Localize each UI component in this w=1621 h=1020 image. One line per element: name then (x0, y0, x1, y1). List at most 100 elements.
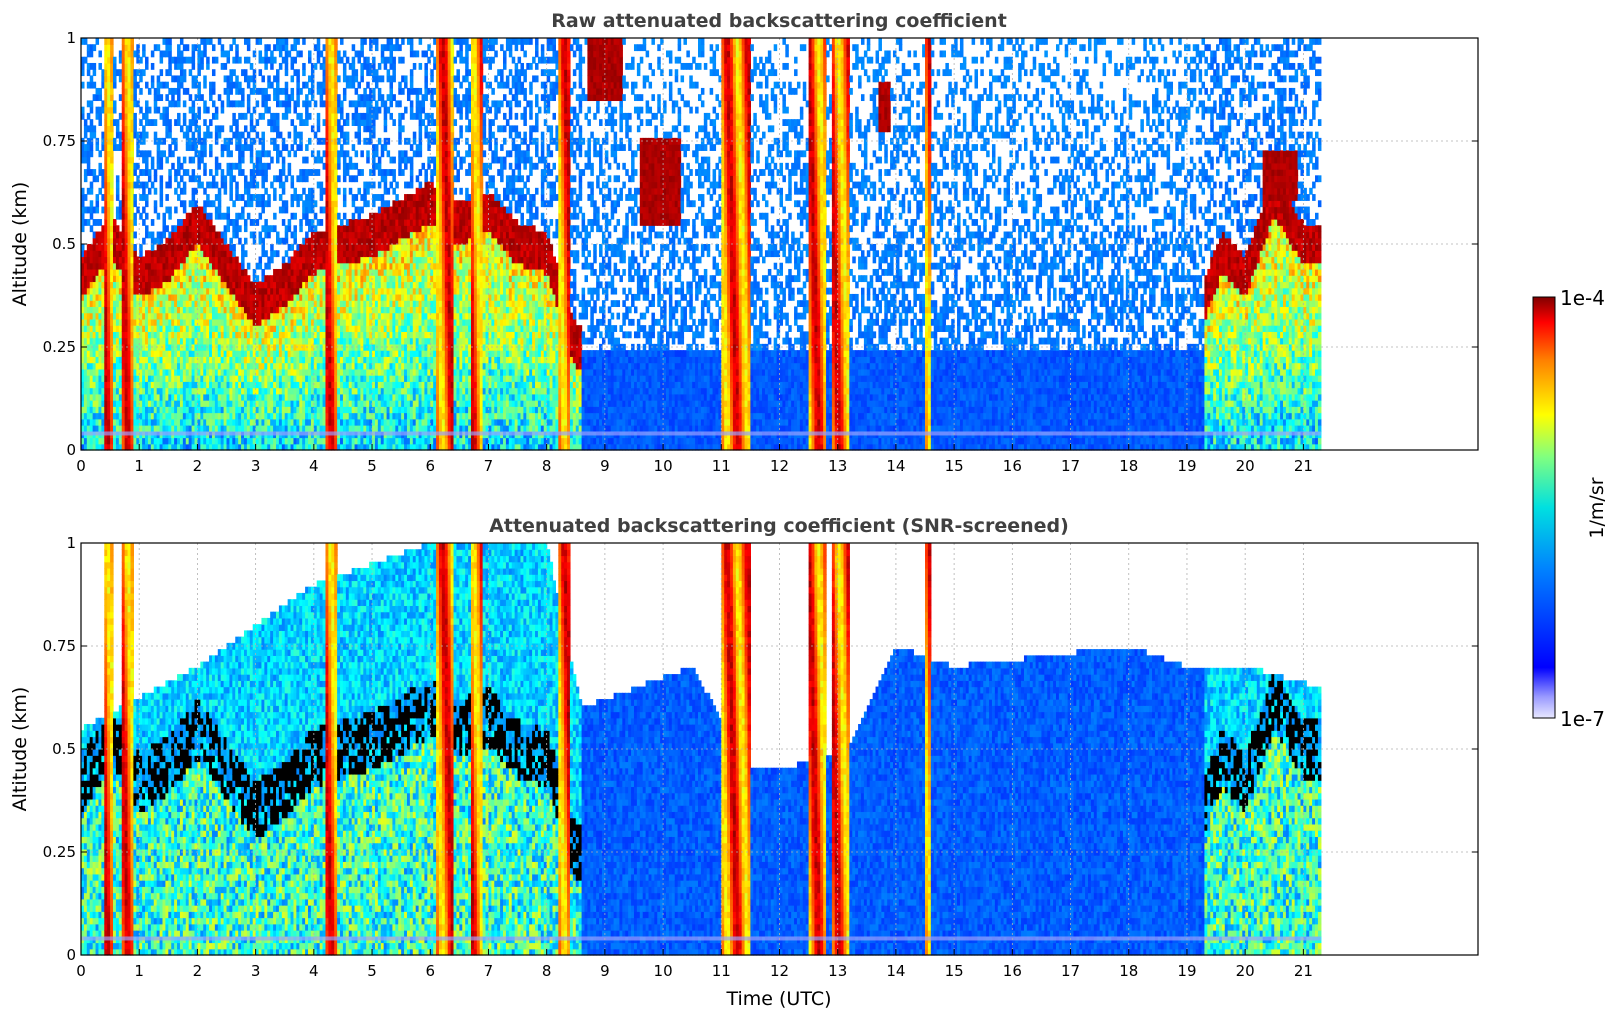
heatmap-cell (133, 244, 137, 251)
heatmap-cell (305, 119, 309, 126)
heatmap-cell (264, 188, 268, 195)
heatmap-cell (224, 63, 228, 70)
heatmap-cell (320, 94, 324, 101)
heatmap-cell (139, 107, 143, 114)
heatmap-cell (110, 44, 114, 51)
heatmap-cell (343, 69, 347, 76)
heatmap-cell (346, 113, 350, 120)
heatmap-cell (116, 225, 120, 232)
heatmap-cell (227, 94, 231, 101)
heatmap-cell (218, 94, 222, 101)
heatmap-cell (212, 69, 216, 76)
heatmap-cell (151, 82, 155, 89)
heatmap-cell (93, 44, 97, 51)
heatmap-cell (197, 107, 201, 114)
heatmap-cell (343, 50, 347, 57)
heatmap-cell (192, 50, 196, 57)
heatmap-cell (221, 169, 225, 176)
heatmap-cell (183, 200, 187, 207)
heatmap-cell (151, 50, 155, 57)
heatmap-cell (314, 213, 318, 220)
heatmap-cell (197, 44, 201, 51)
heatmap-cell (145, 113, 149, 120)
heatmap-cell (160, 188, 164, 195)
heatmap-cell (259, 69, 263, 76)
heatmap-cell (337, 119, 341, 126)
heatmap-cell (264, 175, 268, 182)
heatmap-cell (352, 144, 356, 151)
heatmap-cell (168, 38, 172, 45)
heatmap-cell (130, 107, 134, 114)
heatmap-cell (168, 213, 172, 220)
heatmap-cell (355, 175, 359, 182)
heatmap-cell (232, 69, 236, 76)
heatmap-cell (256, 219, 260, 226)
heatmap-cell (209, 213, 213, 220)
heatmap-cell (253, 107, 257, 114)
heatmap-cell (98, 63, 102, 70)
heatmap-cell (133, 88, 137, 95)
heatmap-cell (317, 169, 321, 176)
heatmap-cell (133, 75, 137, 82)
heatmap-cell (273, 213, 277, 220)
heatmap-cell (334, 207, 338, 214)
heatmap-cell (299, 113, 303, 120)
heatmap-cell (352, 82, 356, 89)
heatmap-cell (203, 169, 207, 176)
heatmap-cell (186, 132, 190, 139)
panel-raw: Raw attenuated backscattering coefficien… (9, 10, 1478, 475)
heatmap-cell (352, 44, 356, 51)
heatmap-cell (160, 238, 164, 245)
heatmap-cell (177, 100, 181, 107)
heatmap-cell (130, 57, 134, 64)
heatmap-cell (267, 75, 271, 82)
heatmap-cell (299, 225, 303, 232)
heatmap-cell (154, 169, 158, 176)
heatmap-cell (151, 163, 155, 170)
heatmap-cell (180, 63, 184, 70)
heatmap-cell (244, 269, 248, 276)
heatmap-cell (90, 144, 94, 151)
heatmap-cell (270, 63, 274, 70)
heatmap-cell (113, 57, 117, 64)
heatmap-cell (186, 44, 190, 51)
heatmap-cell (267, 107, 271, 114)
heatmap-cell (352, 200, 356, 207)
heatmap-cell (241, 157, 245, 164)
heatmap-cell (235, 256, 239, 263)
heatmap-cell (360, 75, 364, 82)
heatmap-cell (314, 132, 318, 139)
heatmap-cell (305, 144, 309, 151)
heatmap-cell (232, 200, 236, 207)
heatmap-cell (142, 44, 146, 51)
heatmap-cell (171, 94, 175, 101)
heatmap-cell (285, 44, 289, 51)
heatmap-cell (96, 144, 100, 151)
heatmap-cell (302, 188, 306, 195)
heatmap-cell (183, 157, 187, 164)
heatmap-cell (355, 150, 359, 157)
heatmap-cell (244, 125, 248, 132)
heatmap-cell (293, 150, 297, 157)
heatmap-cell (229, 88, 233, 95)
heatmap-cell (288, 169, 292, 176)
heatmap-cell (296, 38, 300, 45)
heatmap-cell (293, 188, 297, 195)
heatmap-cell (174, 175, 178, 182)
heatmap-cell (288, 132, 292, 139)
heatmap-cell (148, 169, 152, 176)
heatmap-cell (98, 88, 102, 95)
heatmap-cell (84, 119, 88, 126)
heatmap-cell (305, 232, 309, 239)
heatmap-cell (113, 219, 117, 226)
heatmap-cell (285, 207, 289, 214)
heatmap-cell (264, 219, 268, 226)
heatmap-cell (250, 200, 254, 207)
heatmap-cell (320, 194, 324, 201)
heatmap-cell (209, 150, 213, 157)
heatmap-cell (145, 225, 149, 232)
heatmap-cell (337, 213, 341, 220)
heatmap-cell (360, 69, 364, 76)
heatmap-cell (343, 194, 347, 201)
heatmap-cell (157, 88, 161, 95)
